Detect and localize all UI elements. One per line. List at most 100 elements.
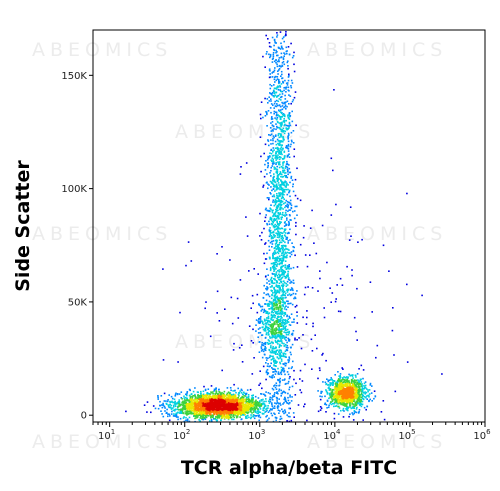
data-point (278, 132, 280, 135)
data-point (289, 324, 292, 326)
data-point (288, 338, 290, 341)
data-point (284, 260, 287, 262)
data-point (279, 183, 282, 186)
data-point (276, 174, 279, 176)
data-point (278, 115, 280, 117)
data-point (252, 397, 254, 399)
data-point (277, 182, 280, 184)
data-point (281, 105, 284, 107)
data-point (275, 306, 277, 309)
data-point (281, 262, 283, 265)
data-point (210, 385, 213, 387)
data-point (211, 398, 213, 400)
data-point (281, 116, 283, 118)
data-point (264, 163, 266, 166)
data-point (278, 235, 281, 237)
data-point (240, 406, 243, 409)
data-point (283, 323, 286, 326)
data-point (273, 110, 276, 113)
data-point (175, 412, 177, 415)
data-point (264, 395, 267, 397)
data-point (288, 90, 290, 92)
data-point (275, 257, 278, 259)
data-point (173, 398, 176, 401)
data-point (264, 115, 267, 117)
data-point (219, 404, 221, 407)
data-point (280, 313, 282, 315)
data-point (287, 76, 290, 78)
data-point (281, 213, 283, 216)
data-point (233, 405, 236, 408)
data-point (167, 413, 169, 415)
data-point (267, 304, 270, 306)
data-point (266, 278, 268, 281)
data-point (176, 412, 178, 414)
data-point (267, 363, 269, 365)
data-point (228, 416, 231, 418)
data-point (287, 306, 289, 308)
data-point (229, 400, 231, 403)
data-point (284, 282, 286, 284)
data-point (290, 253, 293, 256)
data-point (364, 381, 367, 383)
data-point (280, 152, 282, 155)
data-point (244, 408, 246, 410)
data-point (244, 395, 247, 397)
data-point (185, 393, 187, 396)
data-point (283, 336, 285, 338)
data-point (280, 216, 282, 219)
data-point (267, 411, 270, 413)
data-point (255, 405, 258, 407)
data-point (183, 399, 186, 401)
data-point (269, 87, 272, 90)
data-point (290, 293, 293, 296)
watermark: ABEOMICS (32, 39, 172, 61)
data-point (286, 251, 289, 254)
data-point (274, 251, 277, 254)
data-point (154, 407, 157, 410)
data-point (231, 404, 233, 406)
data-point (187, 407, 190, 410)
data-point (280, 146, 283, 148)
data-point (174, 415, 177, 417)
data-point (227, 409, 230, 412)
data-point (230, 397, 232, 400)
data-point (249, 407, 252, 409)
data-point (278, 327, 280, 329)
data-point (288, 201, 291, 204)
data-point (218, 407, 220, 409)
data-point (200, 413, 203, 416)
data-point (287, 318, 289, 320)
data-point (278, 144, 280, 146)
data-point (270, 268, 272, 270)
data-point (275, 123, 277, 125)
data-point (207, 388, 210, 390)
data-point (218, 394, 220, 396)
data-point (280, 247, 283, 250)
data-point (236, 398, 239, 400)
data-point (273, 168, 276, 170)
data-point (273, 107, 275, 109)
data-point (278, 152, 280, 155)
data-point (277, 245, 280, 247)
data-point (283, 308, 286, 310)
data-point (273, 201, 276, 203)
data-point (172, 404, 175, 407)
data-point (267, 342, 270, 345)
data-point (272, 237, 274, 240)
data-point (230, 411, 232, 414)
data-point (287, 331, 289, 333)
data-point (278, 241, 281, 244)
data-point (266, 312, 269, 314)
data-point (213, 400, 216, 403)
data-point (275, 301, 277, 304)
data-point (285, 186, 287, 188)
data-point (277, 176, 279, 179)
data-point (279, 207, 282, 209)
data-point (282, 283, 284, 285)
data-point (285, 163, 288, 166)
data-point (271, 294, 273, 297)
data-point (272, 331, 274, 334)
data-point (250, 399, 253, 402)
data-point (273, 364, 275, 367)
